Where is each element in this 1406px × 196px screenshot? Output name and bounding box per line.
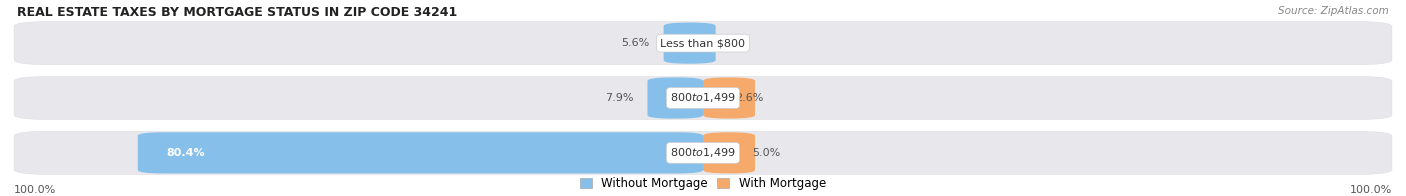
Text: 2.6%: 2.6% <box>735 93 763 103</box>
Text: 5.0%: 5.0% <box>752 148 780 158</box>
Text: REAL ESTATE TAXES BY MORTGAGE STATUS IN ZIP CODE 34241: REAL ESTATE TAXES BY MORTGAGE STATUS IN … <box>17 6 457 19</box>
Legend: Without Mortgage, With Mortgage: Without Mortgage, With Mortgage <box>581 177 825 190</box>
Text: 100.0%: 100.0% <box>14 185 56 195</box>
Text: Source: ZipAtlas.com: Source: ZipAtlas.com <box>1278 6 1389 16</box>
FancyBboxPatch shape <box>138 132 703 173</box>
Text: 80.4%: 80.4% <box>166 148 204 158</box>
Text: 5.6%: 5.6% <box>621 38 650 48</box>
Text: $800 to $1,499: $800 to $1,499 <box>671 92 735 104</box>
FancyBboxPatch shape <box>14 22 1392 65</box>
FancyBboxPatch shape <box>703 77 755 119</box>
FancyBboxPatch shape <box>703 132 755 173</box>
Text: Less than $800: Less than $800 <box>661 38 745 48</box>
FancyBboxPatch shape <box>14 131 1392 174</box>
FancyBboxPatch shape <box>664 23 716 64</box>
Text: $800 to $1,499: $800 to $1,499 <box>671 146 735 159</box>
FancyBboxPatch shape <box>14 76 1392 120</box>
Text: 100.0%: 100.0% <box>1350 185 1392 195</box>
Text: 7.9%: 7.9% <box>605 93 633 103</box>
FancyBboxPatch shape <box>648 77 703 119</box>
